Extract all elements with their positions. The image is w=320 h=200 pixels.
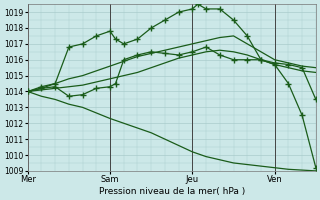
X-axis label: Pression niveau de la mer( hPa ): Pression niveau de la mer( hPa ) — [99, 187, 245, 196]
